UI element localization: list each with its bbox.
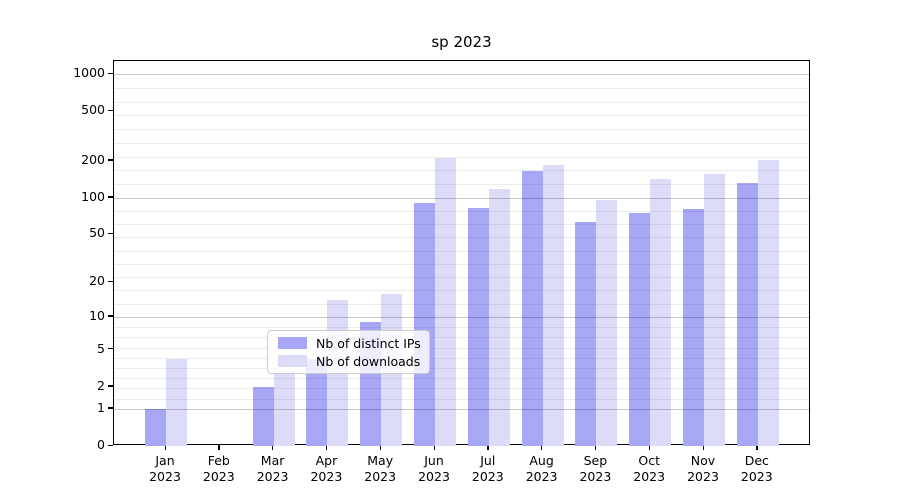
y-axis-tick-label: 500 xyxy=(81,102,105,118)
y-axis-tick-mark xyxy=(108,72,113,75)
bar-distinct-ips-aug xyxy=(521,170,543,446)
y-axis-tick-mark xyxy=(108,315,113,317)
y-axis-tick-mark xyxy=(108,407,113,409)
bar-downloads-mar xyxy=(273,371,295,446)
legend-label: Nb of distinct IPs xyxy=(316,335,421,351)
y-axis-tick-label: 200 xyxy=(81,151,105,167)
bar-downloads-aug xyxy=(542,165,564,446)
x-axis-tick-mark xyxy=(433,445,435,450)
x-axis-tick-label: Mar 2023 xyxy=(256,453,289,484)
bar-downloads-oct xyxy=(650,179,672,446)
x-axis-tick-mark xyxy=(487,445,489,450)
x-axis-tick-mark xyxy=(272,445,274,450)
y-axis-tick-mark xyxy=(108,280,113,283)
x-axis-tick-mark xyxy=(756,445,758,450)
x-axis-tick-mark xyxy=(218,445,220,450)
bar-downloads-dec xyxy=(757,160,779,446)
y-axis-tick-mark xyxy=(108,348,113,350)
minor-gridline xyxy=(114,87,809,89)
minor-gridline xyxy=(114,156,809,158)
x-axis-tick-mark xyxy=(541,445,543,450)
x-axis-tick-label: Feb 2023 xyxy=(202,453,235,484)
bar-downloads-jul xyxy=(488,188,510,446)
minor-gridline xyxy=(114,129,809,131)
y-axis-tick-label: 1000 xyxy=(73,65,105,81)
y-axis-tick-mark xyxy=(108,385,113,387)
x-axis-tick-label: Oct 2023 xyxy=(633,453,666,484)
bar-distinct-ips-nov xyxy=(683,208,704,446)
y-axis-tick-label: 50 xyxy=(89,225,105,241)
y-axis-tick-label: 2 xyxy=(97,377,105,393)
x-axis-tick-mark xyxy=(702,445,704,450)
y-axis-tick-label: 20 xyxy=(89,273,105,289)
y-axis-tick-mark xyxy=(108,159,113,161)
bar-downloads-jan xyxy=(166,359,187,446)
x-axis-tick-label: Aug 2023 xyxy=(525,453,558,484)
x-axis-tick-label: Nov 2023 xyxy=(687,453,719,484)
x-axis-tick-mark xyxy=(594,445,597,450)
bar-distinct-ips-jul xyxy=(467,207,489,446)
chart-title: sp 2023 xyxy=(431,33,492,51)
minor-gridline xyxy=(114,101,809,103)
y-axis-tick-mark xyxy=(108,196,113,198)
x-axis-tick-label: Jul 2023 xyxy=(471,453,504,484)
bar-distinct-ips-sep xyxy=(575,222,597,446)
bar-distinct-ips-apr xyxy=(306,359,328,446)
major-gridline xyxy=(114,74,809,76)
minor-gridline xyxy=(114,142,809,144)
bar-downloads-nov xyxy=(704,174,725,446)
bar-distinct-ips-jun xyxy=(414,203,435,446)
legend-row: Nb of distinct IPs xyxy=(268,336,429,351)
plot-area xyxy=(113,60,810,446)
x-axis-tick-label: Dec 2023 xyxy=(740,453,773,484)
legend-row: Nb of downloads xyxy=(268,354,429,369)
y-axis-tick-mark xyxy=(108,444,113,446)
x-axis-tick-mark xyxy=(325,445,328,450)
bar-distinct-ips-dec xyxy=(736,183,758,446)
x-axis-tick-label: Sep 2023 xyxy=(579,453,612,484)
legend-swatch xyxy=(278,355,307,367)
bar-downloads-sep xyxy=(596,199,618,446)
y-axis-tick-mark xyxy=(108,109,113,112)
y-axis-tick-label: 1 xyxy=(97,399,105,415)
bar-distinct-ips-oct xyxy=(629,212,651,446)
x-axis-tick-label: Jan 2023 xyxy=(149,453,181,484)
legend: Nb of distinct IPs Nb of downloads xyxy=(267,330,430,374)
y-axis-tick-label: 0 xyxy=(97,437,105,452)
legend-label: Nb of downloads xyxy=(316,353,421,369)
bar-distinct-ips-jan xyxy=(145,408,166,446)
minor-gridline xyxy=(114,115,809,117)
bar-distinct-ips-mar xyxy=(252,386,274,446)
x-axis-tick-label: Jun 2023 xyxy=(418,453,450,484)
y-axis-tick-label: 10 xyxy=(89,307,105,323)
x-axis-tick-mark xyxy=(648,445,651,450)
bar-downloads-jun xyxy=(435,158,456,446)
x-axis-tick-mark xyxy=(164,445,166,450)
y-axis-tick-label: 100 xyxy=(81,188,105,204)
y-axis-tick-mark xyxy=(108,232,113,235)
x-axis-tick-mark xyxy=(379,445,382,450)
y-axis-tick-label: 5 xyxy=(97,340,105,356)
x-axis-tick-label: May 2023 xyxy=(364,453,397,484)
x-axis-tick-label: Apr 2023 xyxy=(310,453,343,484)
legend-swatch xyxy=(278,337,307,349)
minor-gridline xyxy=(114,170,809,172)
